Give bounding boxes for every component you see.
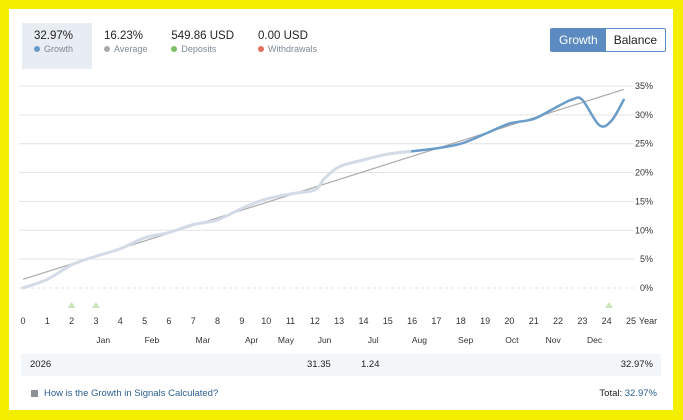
average-dot-icon — [104, 46, 110, 52]
growth-chart: 35%30%25%20%15%10%5%0%0 1 2 3 4 5 6 7 8 9 10 11 12 13… — [19, 81, 657, 345]
stat-withdrawals-label: Withdrawals — [268, 44, 318, 54]
month-label: Mar — [196, 335, 211, 345]
deposit-marker — [91, 302, 100, 308]
x-tick-label: 0 — [20, 316, 25, 326]
stat-average-value: 16.23% — [104, 30, 144, 42]
x-tick-label: 22 — [553, 316, 563, 326]
x-tick-label: 20 — [504, 316, 514, 326]
summary-jul-value: 1.24 — [361, 359, 380, 370]
x-tick-label: 19 — [480, 316, 490, 326]
stat-growth-label: Growth — [44, 44, 74, 54]
y-tick-label: 35% — [635, 81, 653, 91]
growth-toggle-button[interactable]: Growth — [551, 29, 606, 51]
stat-average-label: Average — [114, 44, 148, 54]
x-tick-label: 4 — [118, 316, 123, 326]
x-tick-label: 8 — [215, 316, 220, 326]
x-tick-label: 14 — [358, 316, 368, 326]
stat-deposits-value: 549.86 USD — [171, 30, 235, 42]
stat-withdrawals-value: 0.00 USD — [258, 30, 308, 42]
x-tick-label: 17 — [431, 316, 441, 326]
total-value: 32.97% — [624, 388, 657, 399]
y-tick-label: 30% — [635, 110, 653, 120]
stat-deposits[interactable]: 549.86 USD Deposits — [159, 23, 246, 69]
stat-growth[interactable]: 32.97% Growth — [22, 23, 92, 69]
month-label: Feb — [145, 335, 160, 345]
x-tick-label: 25 — [626, 316, 636, 326]
x-tick-label: 3 — [93, 316, 98, 326]
deposit-marker — [605, 302, 614, 308]
month-label: Jun — [318, 335, 332, 345]
x-tick-label: 6 — [166, 316, 171, 326]
x-tick-label: 12 — [310, 316, 320, 326]
growth-help-link[interactable]: How is the Growth in Signals Calculated? — [31, 388, 218, 399]
stat-average[interactable]: 16.23% Average — [92, 23, 159, 69]
balance-toggle-button[interactable]: Balance — [605, 29, 666, 51]
total-growth: Total: 32.97% — [599, 388, 657, 399]
stats-bar: 32.97% Growth 16.23% Average 549.86 USD … — [22, 23, 329, 69]
x-tick-label: 16 — [407, 316, 417, 326]
x-tick-label: 18 — [456, 316, 466, 326]
growth-line — [410, 96, 625, 153]
x-tick-label: 21 — [529, 316, 539, 326]
stat-deposits-label: Deposits — [181, 44, 217, 54]
x-tick-label: 7 — [191, 316, 196, 326]
month-label: Apr — [245, 335, 258, 345]
y-tick-label: 20% — [635, 168, 653, 178]
x-tick-label: 11 — [286, 316, 295, 326]
x-tick-label: 9 — [239, 316, 244, 326]
month-label: Aug — [412, 335, 427, 345]
summary-year-total: 32.97% — [620, 359, 653, 370]
x-tick-label: 24 — [602, 316, 612, 326]
x-tick-label: 23 — [577, 316, 587, 326]
y-tick-label: 0% — [640, 283, 653, 293]
y-tick-label: 25% — [635, 139, 653, 149]
month-label: Dec — [587, 335, 603, 345]
x-tick-label: 10 — [261, 316, 271, 326]
stat-growth-value: 32.97% — [34, 30, 74, 42]
y-tick-label: 10% — [635, 225, 653, 235]
help-icon — [31, 390, 38, 397]
x-tick-label: 2 — [69, 316, 74, 326]
x-tick-label: 15 — [383, 316, 393, 326]
month-label: Jan — [96, 335, 110, 345]
x-tick-label: 13 — [334, 316, 344, 326]
x-tick-label: 1 — [45, 316, 50, 326]
total-label: Total: — [599, 388, 623, 399]
year-summary-row: 2026 31.35 1.24 32.97% — [21, 354, 661, 376]
growth-history-line — [21, 149, 414, 290]
x-axis-label: Year — [639, 316, 657, 326]
growth-widget: 32.97% Growth 16.23% Average 549.86 USD … — [9, 9, 673, 410]
summary-jun-value: 31.35 — [307, 359, 331, 370]
y-tick-label: 5% — [640, 254, 653, 264]
deposit-marker — [67, 302, 76, 308]
month-label: Oct — [505, 335, 519, 345]
growth-dot-icon — [34, 46, 40, 52]
month-label: May — [278, 335, 295, 345]
month-label: Sep — [458, 335, 473, 345]
x-tick-label: 5 — [142, 316, 147, 326]
summary-year: 2026 — [30, 359, 52, 370]
month-label: Jul — [368, 335, 379, 345]
y-tick-label: 15% — [635, 196, 653, 206]
withdrawals-dot-icon — [258, 46, 265, 52]
deposits-dot-icon — [171, 46, 178, 52]
chart-mode-toggle: Growth Balance — [550, 28, 667, 52]
month-label: Nov — [546, 335, 562, 345]
stat-withdrawals[interactable]: 0.00 USD Withdrawals — [246, 23, 329, 69]
growth-help-link-text: How is the Growth in Signals Calculated? — [44, 388, 219, 399]
